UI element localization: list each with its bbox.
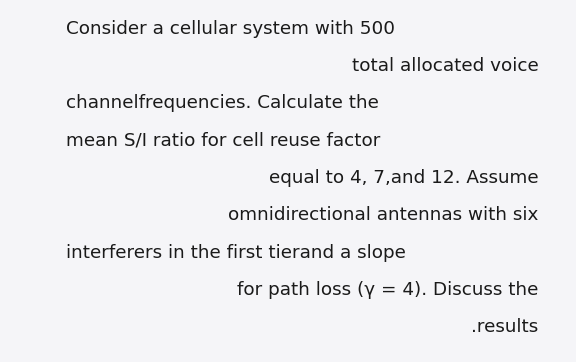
Text: Consider a cellular system with 500: Consider a cellular system with 500 [66,20,395,38]
Text: total allocated voice: total allocated voice [352,57,539,75]
Text: channelfrequencies. Calculate the: channelfrequencies. Calculate the [66,94,379,113]
Text: interferers in the first tierand a slope: interferers in the first tierand a slope [66,244,406,262]
Text: omnidirectional antennas with six: omnidirectional antennas with six [228,206,539,224]
Text: equal to 4, 7,and 12. Assume: equal to 4, 7,and 12. Assume [269,169,539,187]
Text: .results: .results [471,318,539,336]
Text: for path loss (γ = 4). Discuss the: for path loss (γ = 4). Discuss the [237,281,539,299]
Text: mean S/I ratio for cell reuse factor: mean S/I ratio for cell reuse factor [66,132,381,150]
